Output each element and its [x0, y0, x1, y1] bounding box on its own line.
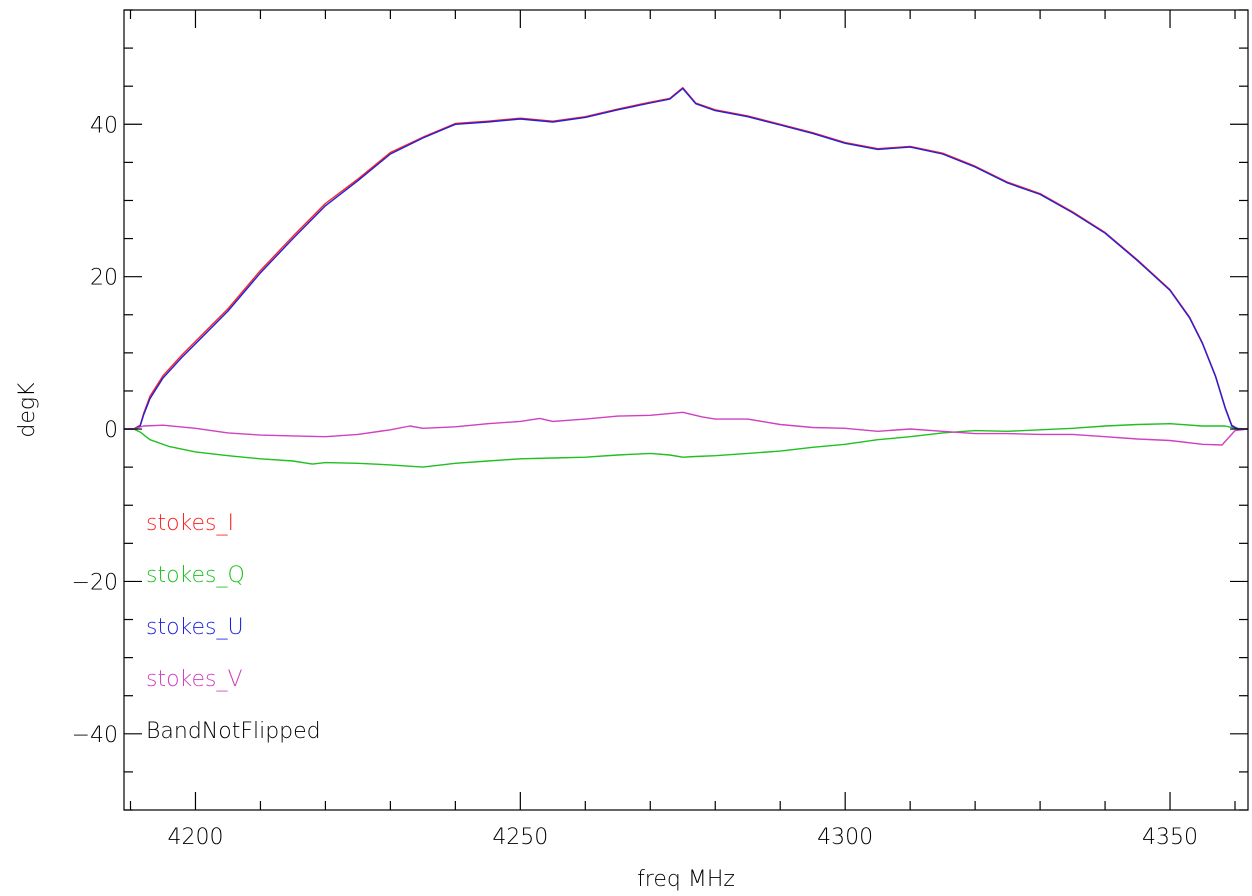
x-tick-label: 4350: [1142, 825, 1198, 850]
x-tick-label: 4250: [492, 825, 548, 850]
series-line-stokes-v: [124, 411, 1249, 446]
y-tick-label: 0: [104, 418, 118, 443]
y-axis-title: degK: [15, 382, 40, 438]
legend: stokes_I stokes_Q stokes_U stokes_V BandNotF…: [146, 511, 321, 744]
series-line-stokes-u: [124, 87, 1248, 430]
labels-layer: 4200 4250 4300 4350 −40 −20 0 20 40: [72, 113, 1198, 850]
x-axis-title: freq MHz: [637, 867, 735, 892]
series-line-stokes-i: [124, 86, 1248, 430]
series-layer: [124, 86, 1249, 468]
y-tick-label: −40: [72, 723, 118, 748]
y-tick-label: −20: [72, 570, 118, 595]
x-tick-label: 4200: [167, 825, 223, 850]
legend-item-stokes-u: stokes_U: [146, 615, 244, 640]
series-line-stokes-q: [124, 423, 1249, 468]
ticks-layer: [124, 9, 1248, 811]
legend-item-stokes-i: stokes_I: [146, 511, 234, 536]
legend-item-stokes-q: stokes_Q: [146, 563, 245, 588]
y-tick-label: 20: [90, 266, 118, 291]
x-tick-label: 4300: [817, 825, 873, 850]
plot-frame: [123, 9, 1249, 811]
legend-item-stokes-v: stokes_V: [146, 667, 243, 692]
y-tick-label: 40: [90, 113, 118, 138]
legend-item-bandnotflipped: BandNotFlipped: [146, 719, 321, 744]
